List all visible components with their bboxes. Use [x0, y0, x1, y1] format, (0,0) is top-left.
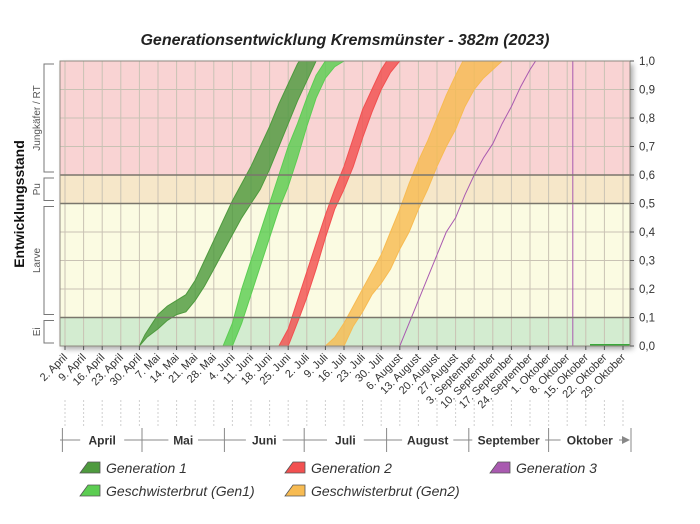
month-label: April [89, 434, 116, 448]
y-tick-label: 0,7 [639, 142, 655, 154]
month-label: September [478, 434, 540, 448]
y-tick-label: 1,0 [639, 56, 655, 68]
legend-swatch-2 [489, 461, 511, 474]
month-label-bg [402, 432, 454, 448]
legend: Generation 1 Generation 2 Generation 3 Gesc… [79, 460, 597, 499]
legend-swatch-4 [284, 484, 306, 497]
stage-bracket [43, 320, 54, 344]
y-tick-label: 0,3 [639, 256, 655, 268]
y-tick-label: 0,1 [639, 313, 655, 325]
y-tick-label: 0,0 [639, 341, 655, 353]
stage-bracket [43, 206, 54, 315]
y-axis-title: Entwicklungsstand [11, 140, 27, 268]
chart-title: Generationsentwicklung Kremsmünster - 38… [140, 32, 549, 49]
legend-swatch-0 [79, 461, 101, 474]
stage-bracket [43, 177, 54, 201]
month-label: Juli [335, 434, 356, 448]
month-label-bg [245, 432, 283, 448]
month-label-bg [472, 432, 546, 448]
stage-bracket [43, 63, 54, 173]
month-axis: April Mai Juni Juli August September Oktober [60, 400, 632, 452]
stage-label: Ei [32, 327, 43, 336]
stage-boundaries [59, 60, 631, 347]
y-tick-label: 0,5 [639, 199, 655, 211]
series-area-1 [65, 60, 346, 347]
month-label-bg [326, 432, 364, 448]
legend-swatch-1 [284, 461, 306, 474]
legend-label-3: Geschwisterbrut (Gen1) [106, 483, 255, 499]
y-tick-label: 0,8 [639, 113, 655, 125]
y-tick-label: 0,4 [639, 227, 656, 239]
month-label-bg [168, 432, 199, 448]
legend-label-4: Geschwisterbrut (Gen2) [311, 483, 460, 499]
stage-label: Larve [32, 248, 43, 273]
y-tick-label: 0,6 [639, 170, 655, 182]
legend-label-1: Generation 2 [311, 460, 392, 476]
month-label: Juni [252, 434, 277, 448]
legend-label-2: Generation 3 [516, 460, 597, 476]
stage-label: Jungkäfer / RT [32, 85, 43, 150]
legend-label-0: Generation 1 [106, 460, 187, 476]
month-label: Mai [173, 434, 193, 448]
month-axis-arrow [622, 436, 630, 444]
month-label-bg [80, 432, 125, 448]
month-label: Oktober [567, 434, 613, 448]
y-tick-label: 0,2 [639, 284, 655, 296]
y-axis: 0,0 0,1 0,2 0,3 0,4 0,5 0,6 0,7 0,8 0,9 1,0 Ei Larve… [32, 56, 656, 353]
month-label: August [407, 434, 448, 448]
legend-swatch-3 [79, 484, 101, 497]
month-label-bg [560, 432, 619, 448]
stage-label: Pu [32, 183, 43, 195]
y-tick-label: 0,9 [639, 85, 655, 97]
